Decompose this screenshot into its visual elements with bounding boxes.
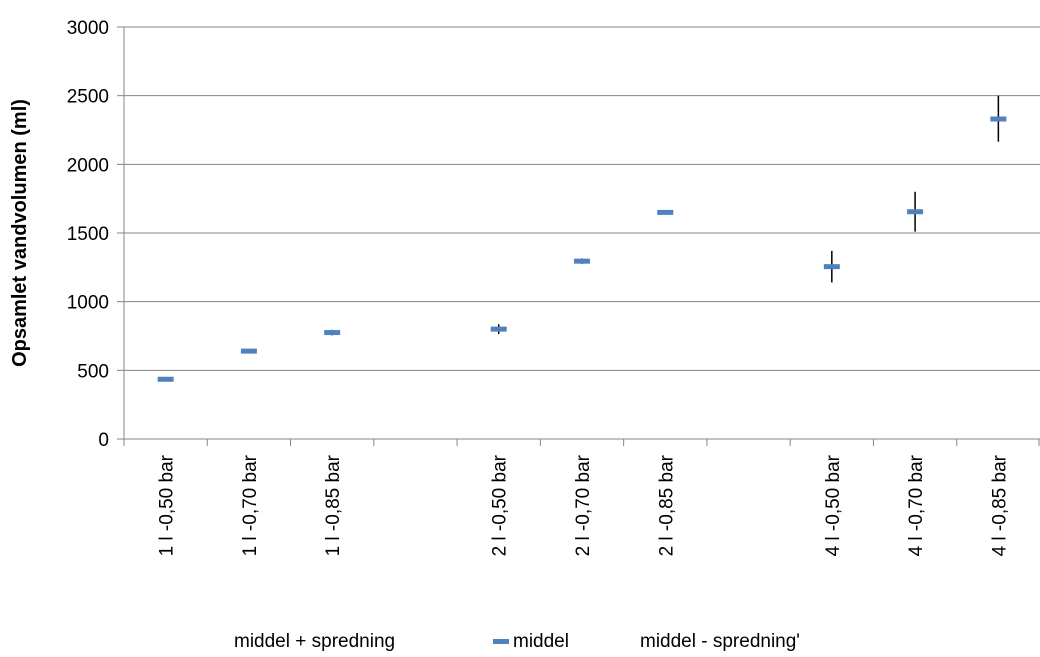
gridlines [124, 26, 1040, 371]
y-tick-label: 3000 [67, 18, 109, 39]
mean-marker [990, 116, 1007, 122]
mean-marker [157, 376, 174, 382]
mean-marker [324, 330, 341, 336]
mean-marker [657, 209, 674, 215]
legend-label-lower: middel - spredning' [640, 631, 800, 652]
x-tick-label: 1 l -0,70 bar [240, 454, 261, 556]
legend: middel + spredning middel middel - spredni… [234, 631, 800, 652]
legend-label-upper: middel + spredning [234, 631, 395, 652]
y-axis-label: Opsamlet vandvolumen (ml) [9, 99, 31, 367]
x-tick-label: 2 l -0,85 bar [656, 454, 677, 556]
x-tick-label: 4 l -0,70 bar [906, 454, 927, 556]
mean-marker [490, 326, 507, 332]
mean-marker [823, 264, 840, 270]
x-tick-label: 1 l -0,85 bar [323, 454, 344, 556]
mean-marker [574, 258, 590, 264]
y-tick-label: 1000 [67, 293, 109, 314]
data-marks [157, 95, 1007, 382]
y-tick-label: 0 [98, 430, 109, 451]
y-tick-label: 2000 [67, 155, 109, 176]
legend-swatch-middel [493, 639, 509, 644]
y-tick-label: 500 [77, 361, 109, 382]
x-tick-label: 4 l -0,85 bar [989, 454, 1010, 556]
legend-label-middel: middel [513, 631, 569, 652]
x-tick-label: 2 l -0,50 bar [490, 454, 511, 556]
mean-marker [907, 209, 924, 215]
x-tick-label: 2 l -0,70 bar [573, 454, 594, 556]
x-tick-labels: 1 l -0,50 bar 1 l -0,70 bar 1 l -0,85 bar 2… [157, 454, 1011, 556]
mean-marker [240, 348, 257, 354]
x-tick-label: 1 l -0,50 bar [157, 454, 178, 556]
x-tick-label: 4 l -0,50 bar [823, 454, 844, 556]
y-tick-label: 2500 [67, 87, 109, 108]
y-tick-labels: 0 500 1000 1500 2000 2500 3000 [67, 18, 109, 451]
axes [117, 26, 1040, 446]
y-tick-label: 1500 [67, 224, 109, 245]
